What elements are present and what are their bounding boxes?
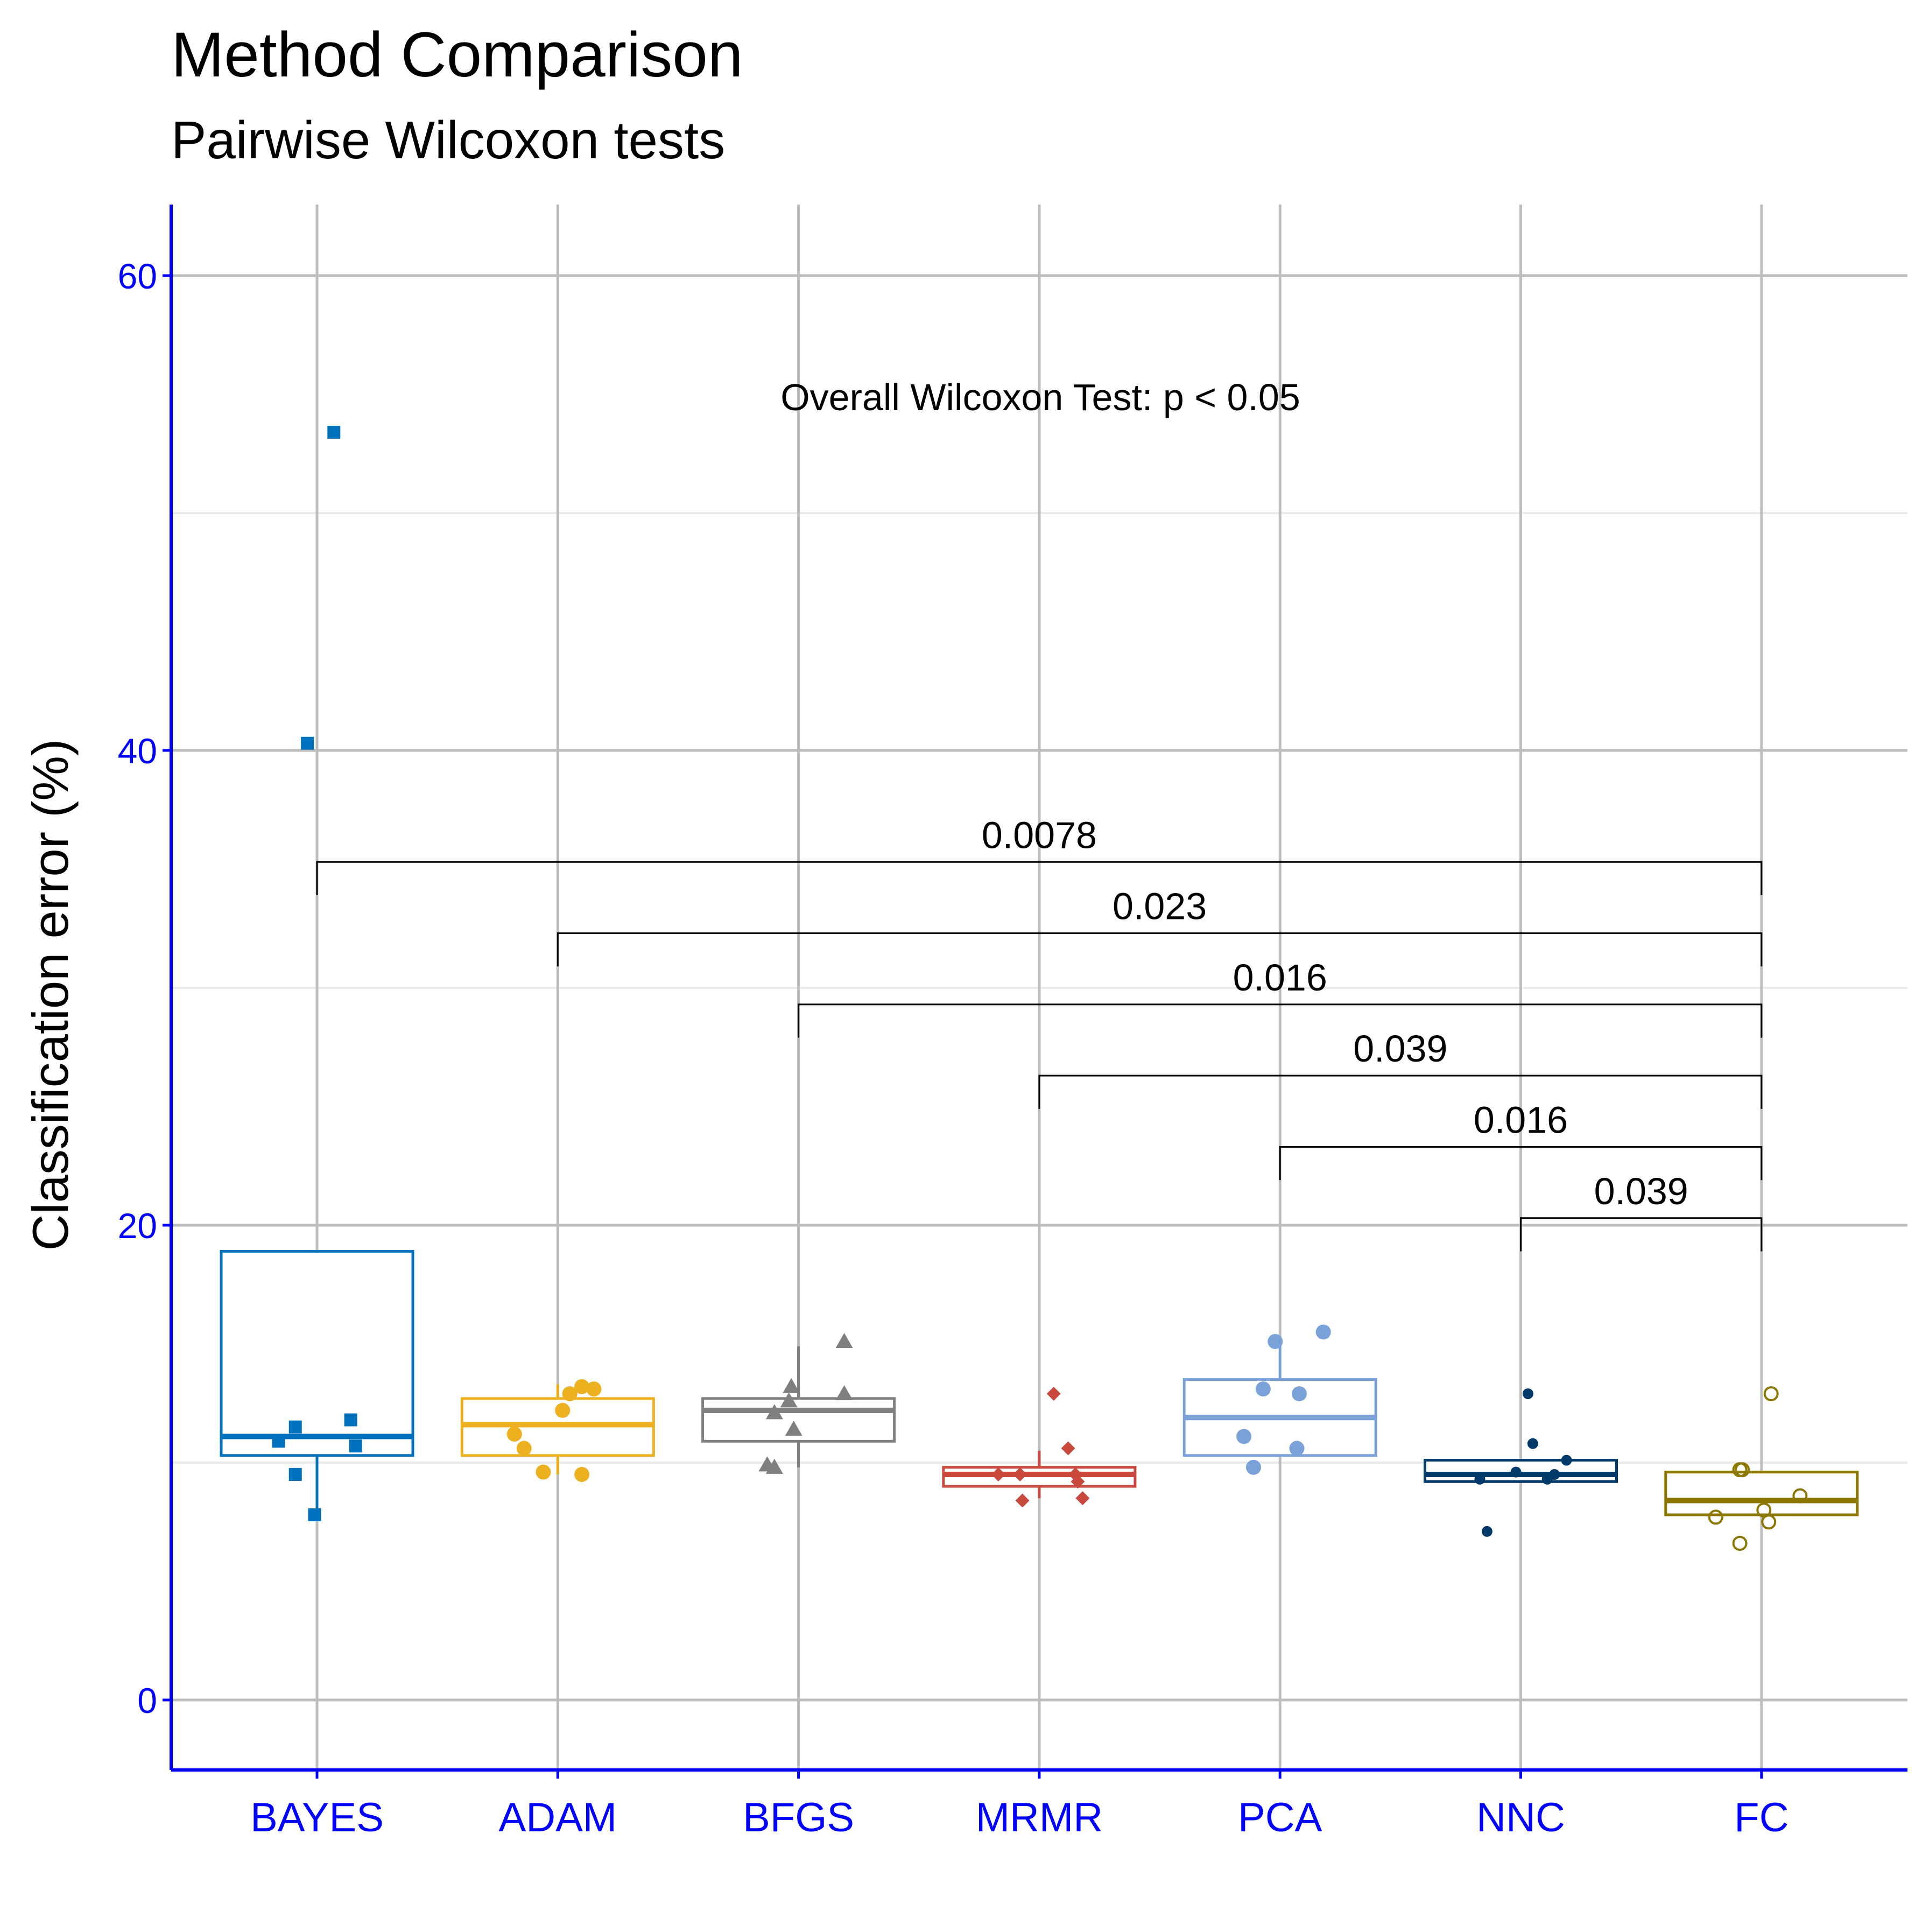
mrmr-data-point [1071,1474,1085,1489]
p-value-label: 0.039 [1594,1170,1688,1212]
overall-test-annotation: Overall Wilcoxon Test: p < 0.05 [780,376,1300,418]
bayes-data-point [308,1508,321,1522]
bracket-mrmr-fc [1038,1074,1763,1109]
x-tick-label: FC [1734,1795,1789,1840]
bracket-bfgs-fc [798,1003,1763,1038]
x-tick-label: BAYES [250,1795,384,1840]
bayes-data-point [349,1439,362,1453]
x-tick-label: ADAM [499,1795,617,1840]
pca-data-point [1268,1334,1283,1350]
bayes-data-point [344,1413,357,1427]
mrmr-data-point [1046,1387,1061,1401]
y-tick-label: 40 [118,731,157,771]
nnc-data-point [1481,1526,1492,1537]
mrmr-data-point [1013,1467,1027,1482]
nnc-data-point [1510,1466,1522,1478]
chart-title: Method Comparison [171,19,743,90]
x-tick-label: BFGS [743,1795,854,1840]
x-tick-label: PCA [1238,1795,1322,1840]
p-value-label: 0.016 [1233,957,1327,999]
nnc-data-point [1522,1388,1533,1400]
p-value-label: 0.016 [1474,1099,1568,1141]
x-tick-label: MRMR [976,1795,1103,1840]
p-value-label: 0.039 [1353,1028,1447,1070]
bracket-adam-fc [557,932,1763,967]
bracket-pca-fc [1279,1146,1763,1181]
adam-data-point [562,1386,578,1402]
axes: 0 20 40 60 BAYES ADAM BFGS MRMR PCA NNC FC [118,205,1907,1840]
bfgs-data-point [780,1392,798,1408]
mrmr-data-point [1075,1491,1090,1506]
y-tick-label: 0 [137,1681,157,1720]
pca-data-point [1315,1324,1331,1340]
data-points [272,426,1808,1551]
adam-data-point [586,1381,602,1397]
pca-data-point [1291,1386,1307,1402]
bayes-data-point [327,426,341,439]
fc-data-point [1792,1488,1808,1504]
y-tick-label: 20 [118,1206,157,1246]
bayes-data-point [288,1420,302,1434]
p-value-label: 0.023 [1113,886,1207,928]
bfgs-data-point [783,1378,800,1393]
adam-data-point [506,1427,522,1442]
adam-data-point [574,1379,590,1394]
adam-data-point [574,1467,590,1483]
bfgs-data-point [835,1385,853,1401]
fc-data-point [1732,1535,1748,1551]
fc-data-point [1735,1462,1750,1478]
pca-data-point [1236,1429,1252,1444]
bfgs-data-point [835,1333,853,1348]
pca-data-point [1245,1459,1261,1475]
adam-data-point [555,1402,571,1418]
comparison-brackets: 0.0078 0.023 0.016 0.039 0.016 0.039 [316,814,1763,1252]
fc-data-point [1763,1386,1779,1402]
nnc-data-point [1474,1473,1486,1485]
fc-data-point [1708,1509,1723,1525]
adam-data-point [516,1441,532,1456]
bfgs-data-point [785,1421,802,1436]
mrmr-data-point [1015,1493,1030,1508]
y-tick-label: 60 [118,256,157,296]
pca-data-point [1255,1381,1271,1397]
bayes-box [220,1250,414,1457]
bfgs-data-point [765,1404,783,1420]
chart-subtitle: Pairwise Wilcoxon tests [171,110,725,170]
nnc-box [1424,1459,1618,1483]
nnc-data-point [1549,1469,1560,1480]
fc-data-point [1761,1514,1777,1530]
nnc-data-point [1561,1455,1572,1466]
bfgs-data-point [765,1458,783,1474]
nnc-data-point [1527,1438,1538,1449]
bracket-nnc-fc [1520,1217,1763,1252]
mrmr-data-point [1061,1441,1075,1456]
adam-data-point [536,1464,551,1480]
y-axis-label: Classification error (%) [22,739,79,1251]
mrmr-data-point [991,1467,1005,1482]
bayes-data-point [272,1435,285,1448]
pca-data-point [1289,1441,1305,1456]
boxes [220,1250,1859,1516]
bayes-data-point [288,1468,302,1481]
p-value-label: 0.0078 [982,814,1097,856]
x-tick-label: NNC [1476,1795,1565,1840]
bayes-data-point [301,736,314,750]
fc-box [1664,1471,1859,1516]
bracket-bayes-fc [316,861,1763,896]
